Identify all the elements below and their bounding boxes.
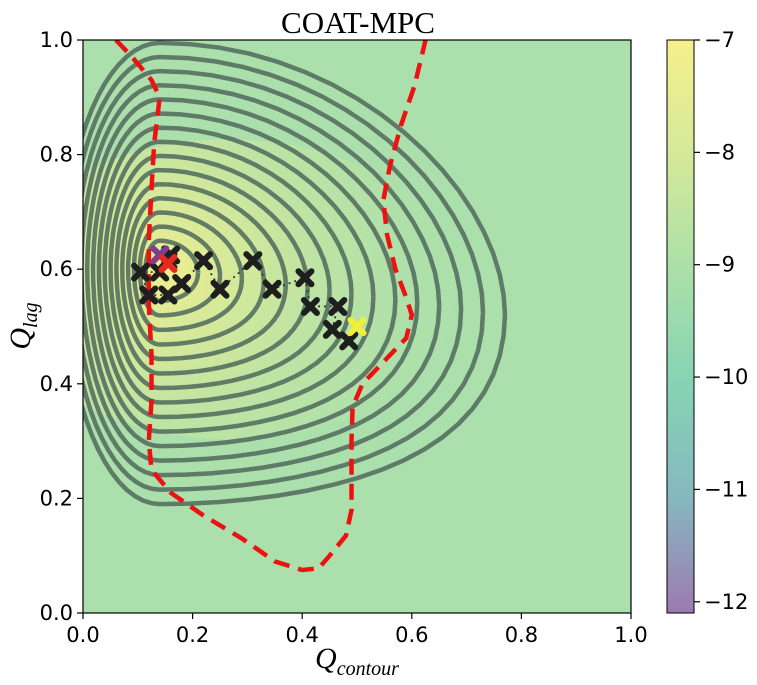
y-tick-label: 0.6 — [40, 257, 73, 281]
y-axis-label-sub: lag — [20, 302, 42, 328]
colorbar-tick-label: −8 — [704, 140, 735, 164]
y-tick-label: 0.4 — [40, 372, 73, 396]
start-marker — [347, 317, 367, 336]
colorbar-tick-label: −11 — [704, 477, 748, 501]
plot-area — [83, 40, 631, 613]
best-marker — [158, 253, 178, 273]
colorbar — [666, 39, 695, 614]
trajectory-marker — [210, 279, 230, 299]
contour-line — [84, 97, 420, 449]
contour-line — [108, 153, 332, 391]
trajectory-marker — [139, 285, 159, 305]
x-tick-label: 0.0 — [66, 623, 99, 647]
contour-line — [83, 40, 508, 507]
trajectory-marker — [262, 279, 282, 299]
plot-frame — [82, 39, 632, 614]
trajectory-marker-stroke-b — [262, 279, 282, 299]
chart-title: COAT-MPC — [281, 5, 435, 40]
trajectory-marker — [300, 296, 320, 316]
safe-set-boundary — [114, 40, 428, 573]
contour-line — [83, 68, 464, 478]
x-axis-label-main: Q — [315, 642, 337, 675]
trajectory-marker — [322, 319, 342, 339]
trajectory-marker-stroke-b — [322, 319, 342, 339]
safe-set-boundary-line — [114, 40, 428, 573]
colorbar-tick-label: −9 — [704, 253, 735, 277]
trajectory-marker-stroke-b — [328, 296, 348, 316]
trajectory-line — [139, 253, 358, 343]
trajectory-marker-stroke-b — [339, 331, 359, 351]
trajectory-marker-stroke-b — [295, 268, 315, 288]
trajectory-marker-stroke-b — [139, 285, 159, 305]
trajectory-marker-stroke-b — [300, 296, 320, 316]
trajectory-marker — [158, 285, 178, 305]
best-marker-stroke-b — [158, 253, 178, 273]
trajectory-marker-stroke-b — [131, 262, 151, 282]
colorbar-ticks: −7 −8 −9 −10 −11 −12 — [694, 28, 748, 614]
trajectory-marker — [243, 251, 263, 271]
trajectory-marker-stroke-b — [158, 285, 178, 305]
colorbar-tick-label: −12 — [704, 590, 748, 614]
colorbar-tick-label: −7 — [704, 28, 735, 52]
x-axis-ticks: 0.0 0.2 0.4 0.6 0.8 1.0 — [66, 613, 648, 647]
y-tick-label: 0.0 — [40, 601, 73, 625]
contour-line — [114, 167, 310, 376]
x-tick-label: 1.0 — [614, 623, 647, 647]
x-tick-label: 0.6 — [395, 623, 428, 647]
y-axis-label-main: Q — [4, 328, 37, 350]
start-marker-stroke-b — [347, 317, 367, 336]
contour-line — [102, 139, 354, 405]
trajectory-marker-stroke-b — [194, 251, 214, 271]
trajectory-marker — [295, 268, 315, 288]
trajectory-marker — [328, 296, 348, 316]
contour-line — [120, 181, 289, 362]
x-tick-label: 0.8 — [505, 623, 538, 647]
contour-line — [96, 125, 376, 420]
trajectory-marker — [339, 331, 359, 351]
x-axis-label-sub: contour — [337, 658, 399, 680]
y-tick-label: 0.2 — [40, 486, 73, 510]
x-axis-label: Qcontour — [315, 642, 399, 680]
contour-line — [125, 196, 267, 347]
contour-line — [83, 83, 442, 463]
colorbar-tick-label: −10 — [704, 365, 748, 389]
optimization-trajectory — [139, 253, 358, 343]
trajectory-marker-stroke-b — [243, 251, 263, 271]
contour-line — [90, 111, 398, 434]
x-tick-label: 0.4 — [285, 623, 318, 647]
y-axis-label: Qlag — [4, 302, 42, 349]
x-tick-label: 0.2 — [176, 623, 209, 647]
y-tick-label: 1.0 — [40, 28, 73, 52]
trajectory-marker — [194, 251, 214, 271]
trajectory-marker — [131, 262, 151, 282]
contour-line — [83, 54, 486, 492]
sample-markers — [131, 245, 367, 351]
trajectory-marker-stroke-b — [210, 279, 230, 299]
y-tick-label: 0.8 — [40, 143, 73, 167]
y-axis-ticks: 0.0 0.2 0.4 0.6 0.8 1.0 — [40, 28, 83, 625]
